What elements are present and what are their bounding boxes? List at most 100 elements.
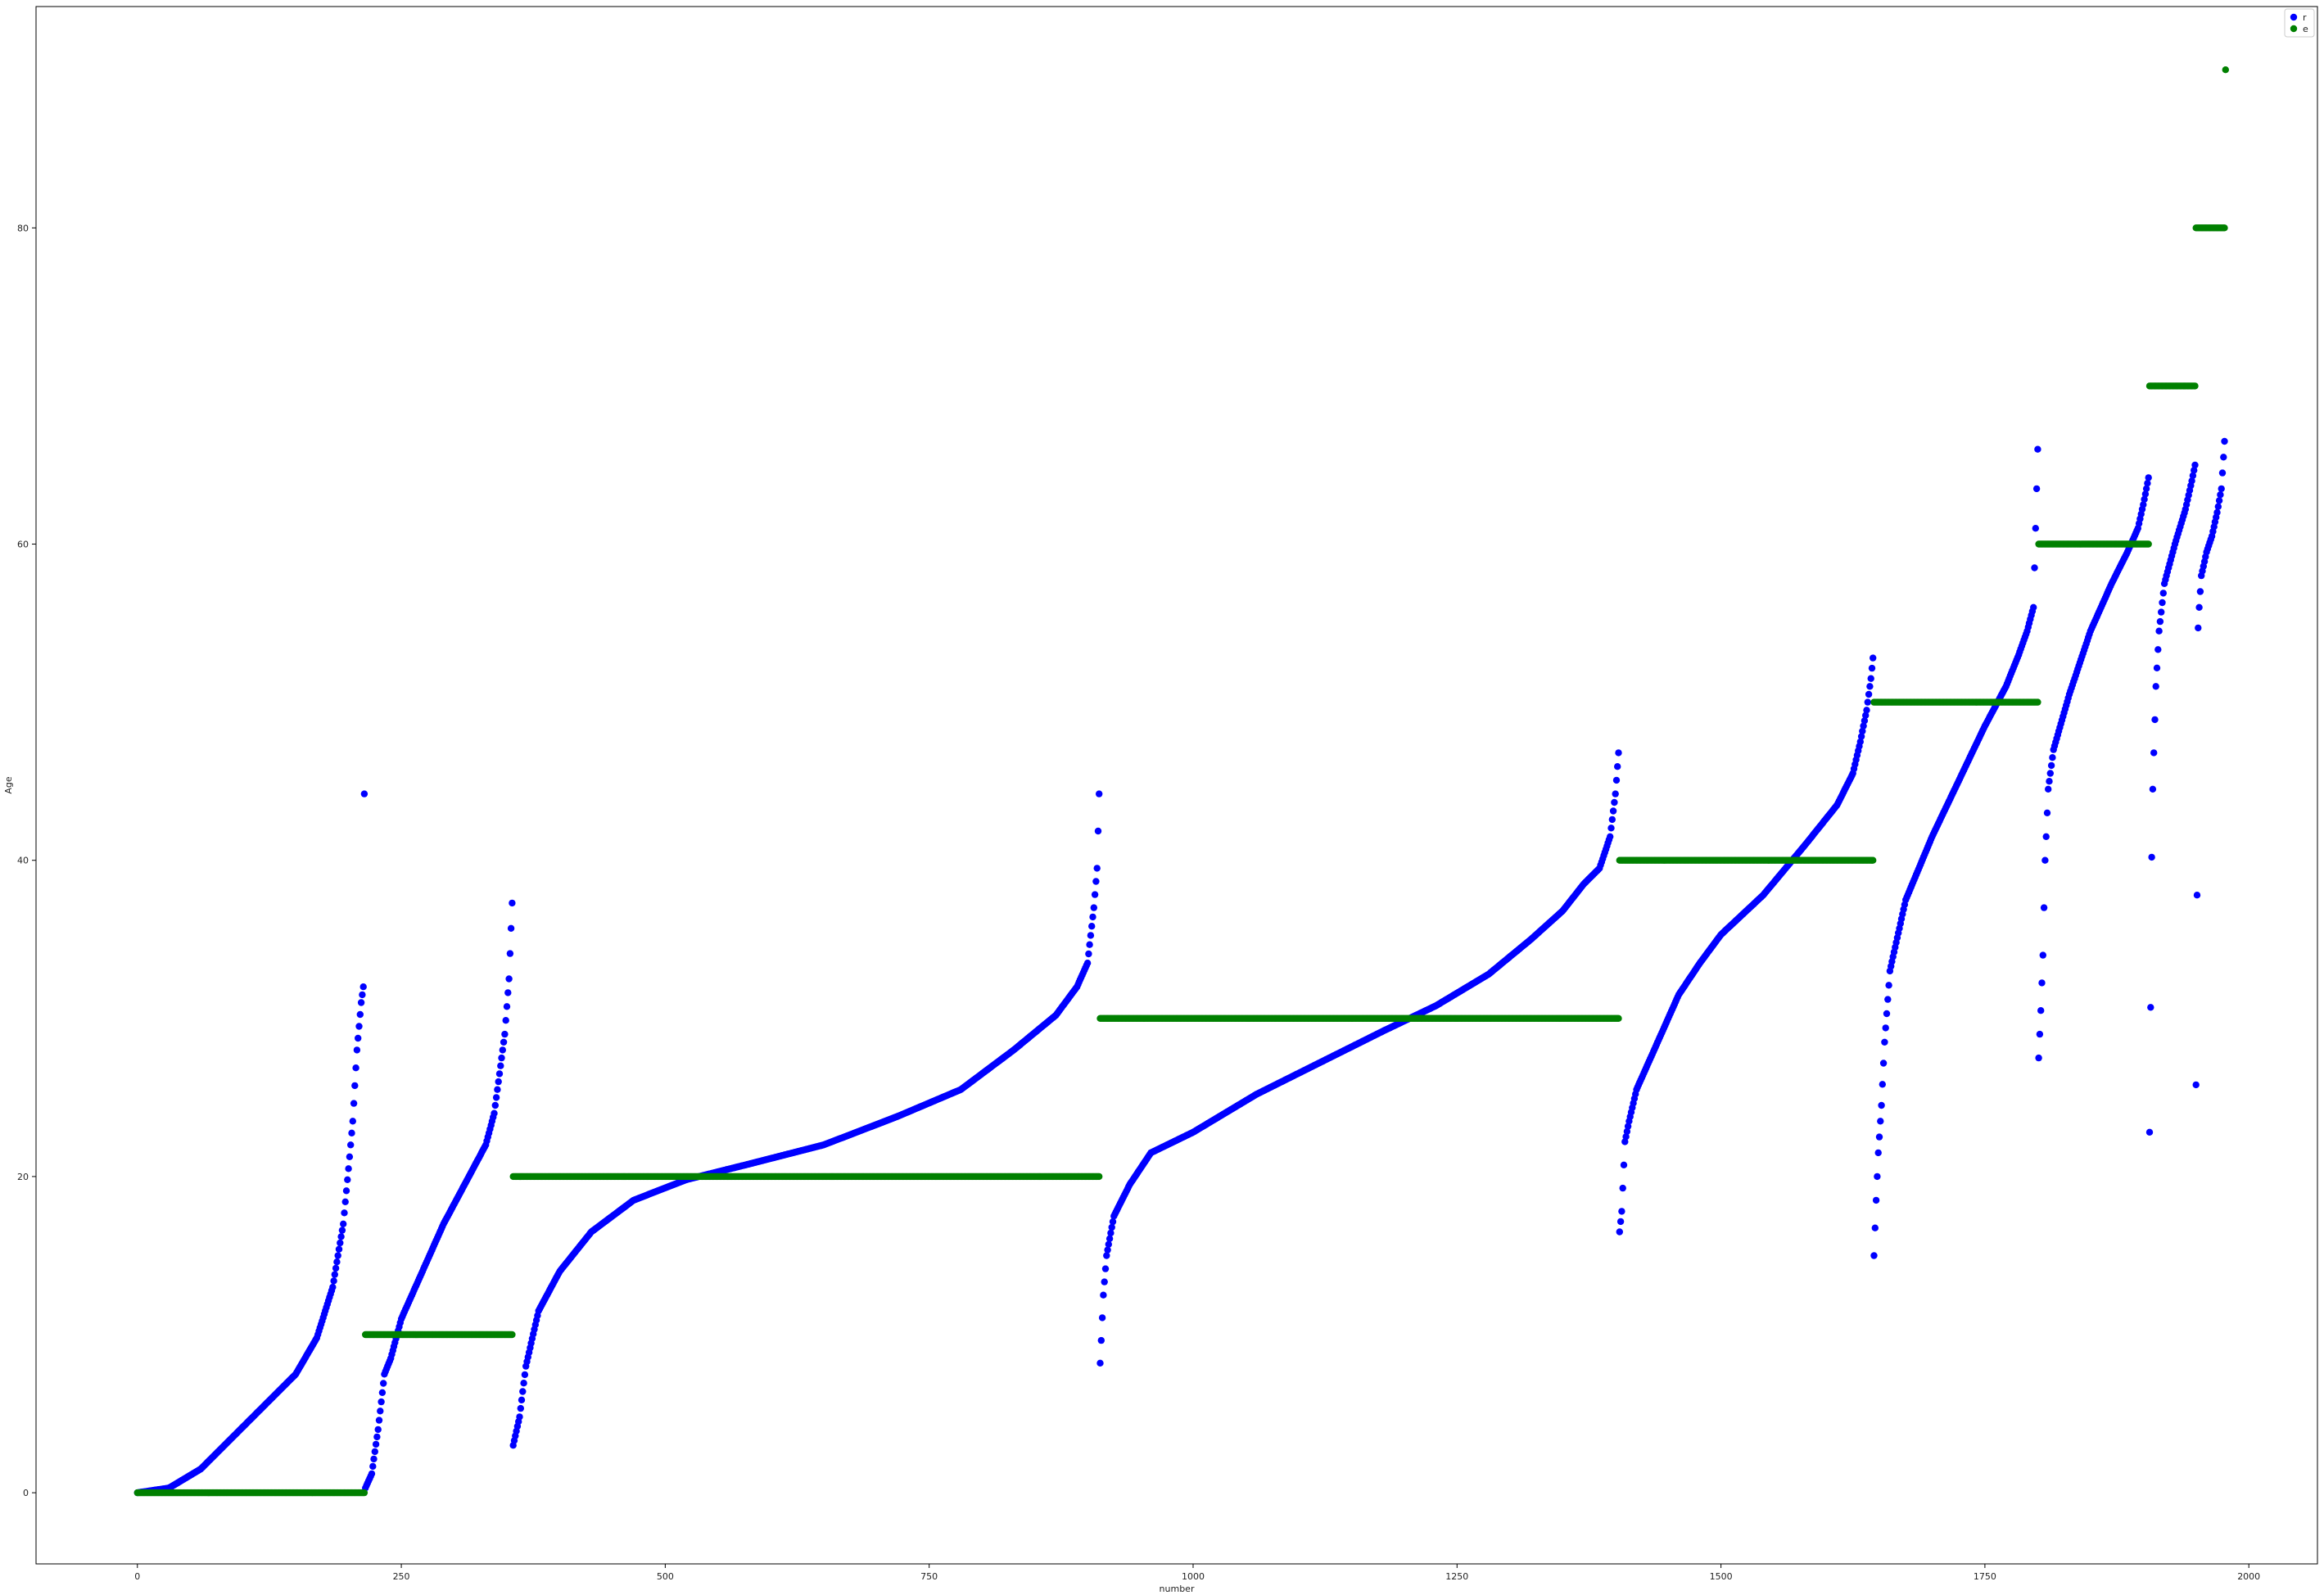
data-point-r	[375, 1417, 383, 1424]
data-point-r	[368, 1470, 376, 1478]
legend-label-e: e	[2303, 24, 2308, 34]
data-point-r	[2045, 785, 2052, 793]
data-point-r	[1612, 776, 1621, 784]
ticks-layer: 0 250 500 750 1000 1250 1500 1750 2000 0 20 40 60 80	[17, 223, 2260, 1582]
data-point-r	[378, 1389, 387, 1397]
data-point-r	[355, 1023, 363, 1030]
data-point-r	[1087, 932, 1095, 939]
data-point-r	[491, 1101, 499, 1109]
data-point-r	[2151, 716, 2159, 724]
data-point-r	[1860, 722, 1867, 730]
data-point-r	[1607, 825, 1615, 832]
data-point-r	[371, 1448, 378, 1456]
data-point-r	[518, 1396, 526, 1404]
data-point-r	[1859, 727, 1866, 735]
data-point-r	[1877, 1118, 1884, 1125]
data-point-r	[519, 1388, 527, 1395]
data-point-r	[495, 1078, 502, 1086]
data-point-e	[1615, 1014, 1622, 1023]
data-point-r	[330, 1277, 337, 1285]
data-point-r	[1609, 807, 1617, 815]
data-point-r	[2192, 1081, 2200, 1089]
data-point-r	[1868, 664, 1876, 672]
x-tick-label: 250	[393, 1571, 410, 1582]
data-point-e	[2221, 224, 2228, 232]
data-point-r	[2195, 603, 2203, 611]
data-point-r	[1607, 833, 1614, 840]
data-point-r	[1883, 1010, 1891, 1018]
data-point-r	[494, 1086, 501, 1093]
data-point-r	[2214, 503, 2222, 510]
data-point-r	[2191, 461, 2199, 469]
data-point-r	[2034, 445, 2041, 453]
data-point-r	[1866, 683, 1874, 690]
data-point-r	[2030, 603, 2037, 611]
data-point-r	[1881, 1038, 1888, 1046]
data-point-r	[2141, 490, 2150, 498]
data-point-r	[1616, 1228, 1624, 1236]
x-tick-label: 2000	[2237, 1571, 2260, 1582]
data-point-r	[521, 1371, 529, 1379]
data-point-r	[2042, 833, 2050, 840]
data-point-r	[380, 1380, 387, 1387]
data-point-r	[1096, 1359, 1104, 1367]
data-point-r	[374, 1426, 382, 1434]
data-point-r	[1086, 941, 1093, 948]
data-point-r	[495, 1070, 504, 1078]
data-point-r	[1875, 1133, 1883, 1141]
data-point-r	[506, 950, 514, 957]
data-point-r	[1623, 1127, 1631, 1136]
data-point-r	[1874, 1173, 1881, 1181]
data-point-e	[360, 1489, 368, 1497]
data-point-r	[507, 924, 515, 933]
data-point-r	[337, 1233, 345, 1240]
data-point-r	[351, 1082, 359, 1090]
data-point-r	[2218, 485, 2225, 493]
data-point-e	[2034, 698, 2041, 706]
data-point-r	[335, 1245, 343, 1253]
x-axis-label: number	[1160, 1584, 1195, 1594]
series-e	[133, 66, 2229, 1497]
data-point-r	[329, 1283, 337, 1291]
data-point-r	[2047, 761, 2055, 770]
data-point-r	[1105, 1240, 1113, 1248]
data-point-r	[2191, 467, 2198, 474]
data-point-r	[338, 1227, 346, 1234]
data-point-r	[1622, 1133, 1630, 1141]
data-point-r	[2213, 508, 2221, 517]
data-point-r	[516, 1413, 523, 1421]
data-point-r	[502, 1017, 509, 1024]
data-point-r	[2039, 951, 2046, 959]
data-point-r	[334, 1252, 341, 1259]
legend-label-r: r	[2303, 12, 2307, 23]
data-point-r	[331, 1271, 338, 1278]
data-point-r	[1092, 878, 1100, 885]
data-point-r	[2036, 1030, 2044, 1038]
data-point-r	[370, 1455, 378, 1463]
y-tick-label: 20	[17, 1172, 29, 1182]
data-point-r	[1098, 1314, 1106, 1322]
data-point-r	[1864, 698, 1871, 706]
data-point-r	[1857, 733, 1865, 740]
data-point-r	[373, 1433, 381, 1441]
data-point-r	[498, 1054, 505, 1062]
data-point-r	[504, 989, 512, 996]
data-point-r	[1870, 654, 1877, 662]
data-point-r	[1865, 690, 1873, 698]
data-point-r	[1885, 982, 1892, 989]
data-point-r	[2150, 749, 2158, 757]
data-point-r	[1615, 749, 1622, 757]
data-point-r	[2217, 491, 2224, 499]
data-point-r	[2032, 525, 2039, 532]
data-point-e	[2222, 66, 2229, 74]
data-point-r	[359, 991, 366, 999]
y-tick-label: 40	[17, 856, 29, 866]
y-tick-label: 60	[17, 540, 29, 550]
data-point-r	[347, 1141, 355, 1149]
data-point-r	[349, 1118, 356, 1125]
data-point-r	[1107, 1229, 1115, 1237]
data-point-r	[2037, 1007, 2045, 1014]
data-point-r	[352, 1064, 359, 1072]
data-point-r	[1094, 827, 1102, 835]
